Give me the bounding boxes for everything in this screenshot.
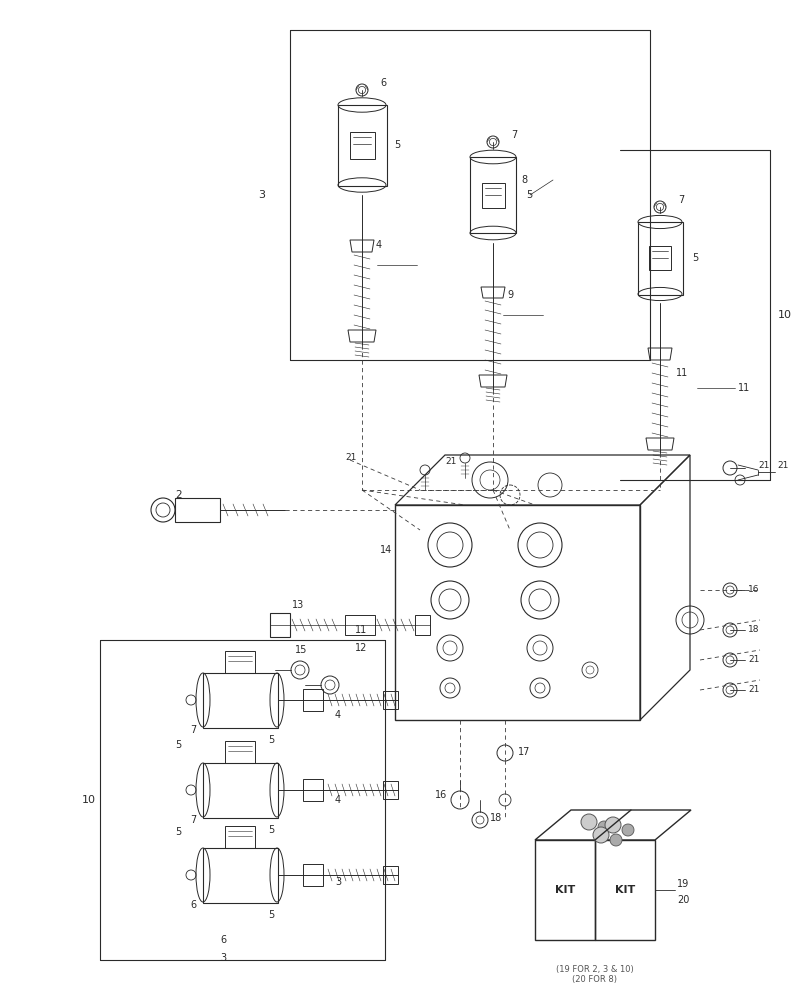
Text: 21: 21 [747,686,758,694]
Text: 15: 15 [294,645,307,655]
Text: KIT: KIT [614,885,634,895]
Circle shape [581,814,596,830]
Text: 7: 7 [190,725,196,735]
Text: 4: 4 [335,795,341,805]
Text: 18: 18 [747,626,758,635]
Bar [414,615,430,635]
Text: 13: 13 [292,600,304,610]
Bar [482,183,504,208]
Text: 3: 3 [220,953,225,963]
Text: 12: 12 [354,643,367,653]
Text: 4: 4 [335,710,341,720]
Text: 11: 11 [737,383,749,393]
Text: 3: 3 [258,190,264,200]
Text: KIT: KIT [554,885,574,895]
Text: 4: 4 [375,240,382,250]
Bar [225,651,255,673]
Text: 2: 2 [175,490,182,500]
Text: 7: 7 [677,195,684,205]
Text: 5: 5 [526,190,531,200]
Text: 5: 5 [268,825,274,835]
Text: 3: 3 [335,877,341,887]
Circle shape [592,827,608,843]
Bar [337,105,387,186]
Bar [470,157,515,233]
Text: 7: 7 [510,130,517,140]
Text: 5: 5 [175,827,181,837]
Text: 10: 10 [777,310,791,320]
Text: 8: 8 [521,175,526,185]
Text: 5: 5 [268,910,274,920]
Text: 7: 7 [190,815,196,825]
Text: 19: 19 [676,879,689,889]
Text: 21: 21 [444,458,456,466]
Bar [345,615,375,635]
Text: 21: 21 [345,454,356,462]
Text: 21: 21 [747,656,758,664]
Bar [203,673,277,728]
Text: 6: 6 [220,935,225,945]
Text: 11: 11 [354,625,367,635]
Text: 21: 21 [776,460,787,470]
Text: 11: 11 [676,368,688,378]
Text: 5: 5 [691,253,697,263]
Bar [648,246,670,270]
Bar [203,763,277,818]
Text: 16: 16 [435,790,447,800]
Text: 6: 6 [380,78,386,88]
Bar [394,505,639,720]
Bar [225,826,255,848]
Text: 17: 17 [517,747,530,757]
Text: 6: 6 [190,900,196,910]
Text: 5: 5 [175,740,181,750]
Text: 18: 18 [489,813,502,823]
Text: 14: 14 [380,545,392,555]
Text: 20: 20 [676,895,689,905]
Circle shape [597,821,609,833]
Circle shape [621,824,633,836]
Circle shape [609,834,621,846]
Text: 21: 21 [757,460,769,470]
Bar [350,132,375,159]
Text: (19 FOR 2, 3 & 10)
(20 FOR 8): (19 FOR 2, 3 & 10) (20 FOR 8) [556,965,633,984]
Bar [225,741,255,763]
Text: 10: 10 [82,795,96,805]
Text: 9: 9 [506,290,513,300]
Text: 16: 16 [747,585,758,594]
Text: 5: 5 [393,140,400,150]
Text: 5: 5 [268,735,274,745]
Circle shape [604,817,620,833]
Bar [203,848,277,903]
Bar [637,222,682,295]
